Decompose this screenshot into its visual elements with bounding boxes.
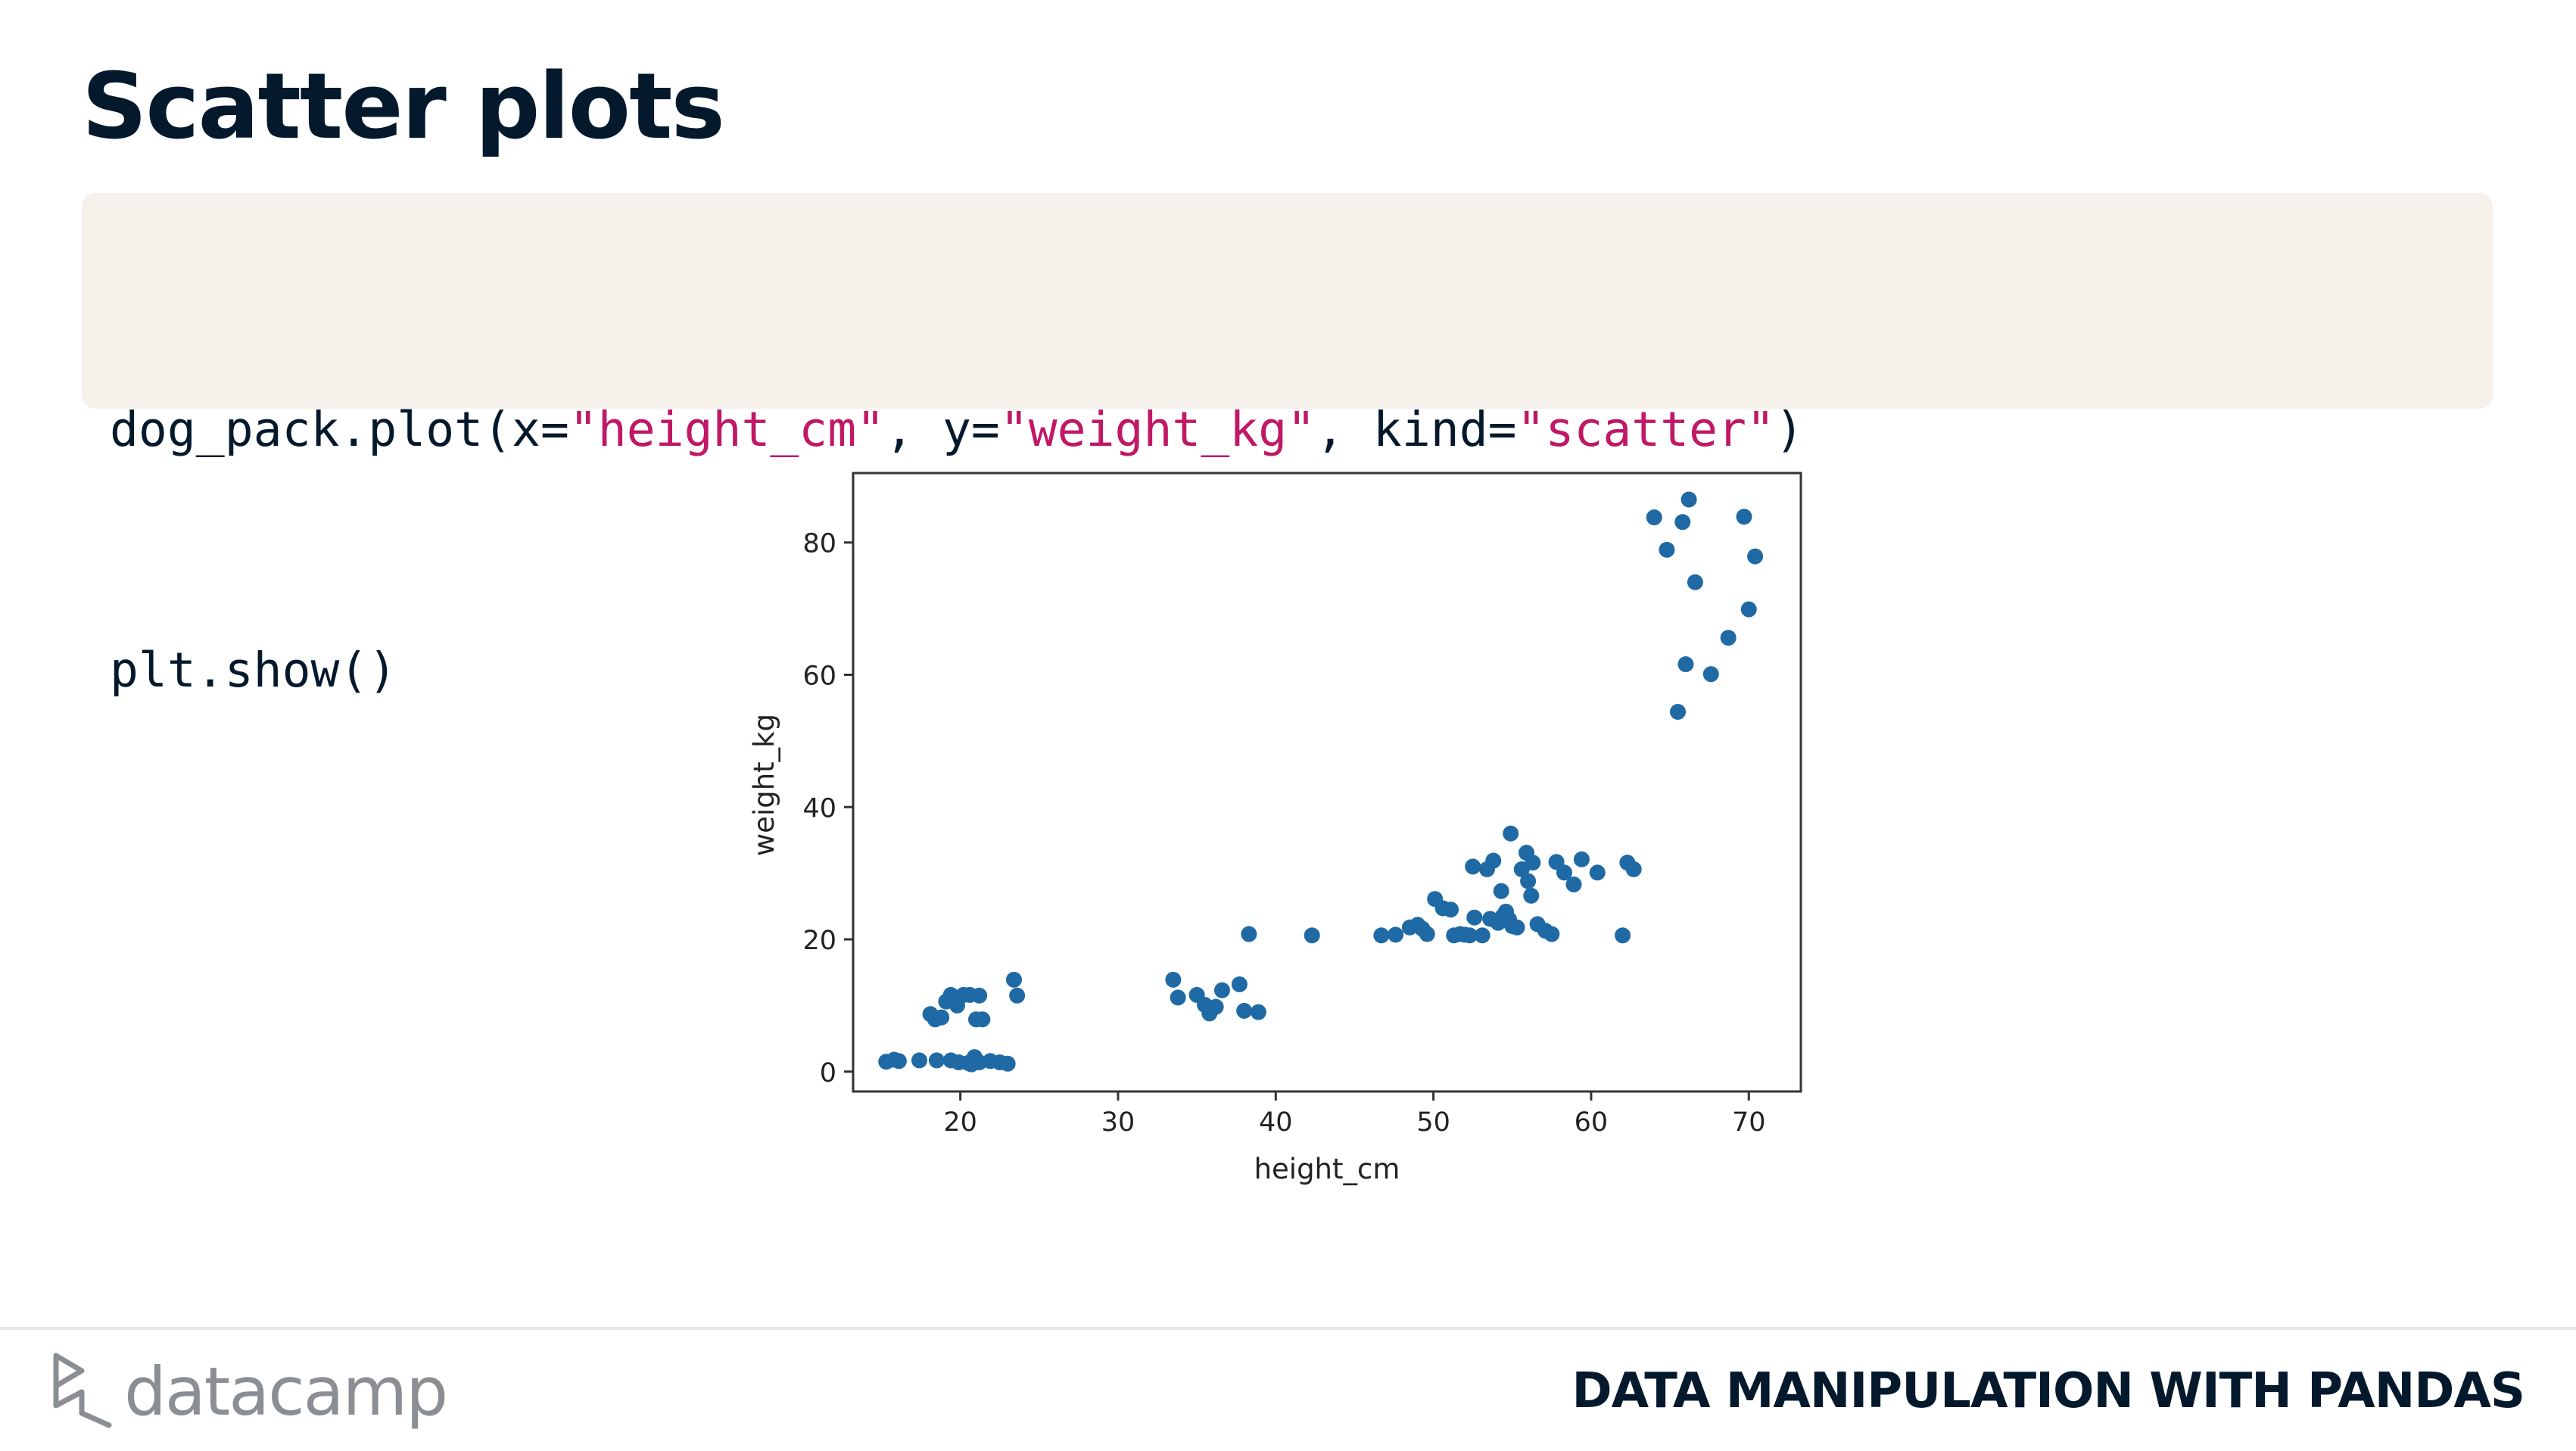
scatter-point — [1659, 541, 1675, 558]
scatter-point — [1373, 927, 1390, 944]
scatter-point — [1465, 858, 1481, 875]
x-tick-label: 60 — [1575, 1107, 1609, 1138]
footer-divider — [0, 1327, 2576, 1330]
scatter-point — [963, 1056, 980, 1073]
scatter-point — [1687, 574, 1703, 590]
y-tick-label: 20 — [802, 926, 836, 956]
scatter-point — [1615, 927, 1631, 944]
scatter-point — [1170, 989, 1186, 1006]
scatter-point — [1485, 852, 1502, 869]
x-tick-label: 20 — [943, 1107, 977, 1138]
scatter-point — [1419, 926, 1435, 942]
scatter-point — [1236, 1002, 1253, 1019]
scatter-point — [1005, 971, 1022, 988]
scatter-point — [1646, 509, 1662, 526]
x-axis-label: height_cm — [1254, 1153, 1400, 1185]
scatter-point — [1556, 864, 1573, 881]
scatter-point — [1680, 491, 1697, 508]
scatter-point — [1165, 971, 1182, 988]
code-line-1: dog_pack.plot(x="height_cm", y="weight_k… — [110, 390, 2465, 470]
code-string-token: "scatter" — [1516, 402, 1775, 457]
y-axis-label-group: weight_kg — [748, 714, 780, 856]
scatter-point — [1009, 987, 1026, 1004]
scatter-point — [890, 1053, 907, 1070]
scatter-point — [1625, 861, 1642, 877]
code-string-token: "weight_kg" — [999, 402, 1316, 457]
scatter-point — [1747, 548, 1764, 565]
scatter-point — [1573, 851, 1590, 867]
scatter-point — [1503, 825, 1519, 842]
x-tick-label: 30 — [1101, 1107, 1135, 1138]
code-block: dog_pack.plot(x="height_cm", y="weight_k… — [82, 193, 2493, 698]
scatter-point — [1589, 864, 1606, 881]
scatter-point — [1466, 909, 1483, 926]
y-ticks: 0 20 40 60 80 — [802, 529, 853, 1088]
scatter-point — [1474, 927, 1490, 944]
x-tick-label: 50 — [1416, 1107, 1450, 1138]
scatter-point — [1677, 656, 1694, 673]
datacamp-logo-icon — [53, 1353, 112, 1428]
scatter-point — [1543, 926, 1560, 942]
scatter-point — [1304, 927, 1320, 944]
x-ticks: 20 30 40 50 60 70 — [943, 1091, 1766, 1138]
scatter-point — [1525, 855, 1541, 871]
y-axis-label: weight_kg — [748, 714, 780, 856]
scatter-point — [1231, 976, 1248, 992]
y-tick-label: 0 — [820, 1058, 836, 1088]
code-line-2: plt.show() — [110, 631, 2465, 711]
scatter-chart: weight_kg height_cm 0 20 40 60 80 20 30 40 50 60… — [748, 472, 1802, 1185]
x-tick-label: 70 — [1732, 1107, 1766, 1138]
scatter-point — [1207, 998, 1224, 1015]
scatter-point — [971, 987, 988, 1004]
scatter-point — [928, 1052, 945, 1069]
code-token: , kind= — [1316, 402, 1517, 457]
scatter-point — [974, 1011, 991, 1028]
x-tick-label: 40 — [1259, 1107, 1293, 1138]
y-tick-label: 80 — [802, 529, 836, 559]
code-token: , y= — [885, 402, 1000, 457]
code-string-token: "height_cm" — [568, 402, 886, 457]
scatter-point — [1509, 919, 1525, 936]
scatter-point — [1388, 926, 1404, 943]
scatter-point — [1520, 873, 1537, 889]
slide-title: Scatter plots — [82, 54, 725, 160]
scatter-point — [1250, 1004, 1266, 1020]
scatter-point — [1670, 703, 1687, 720]
plot-frame — [852, 472, 1802, 1093]
scatter-point — [1523, 887, 1540, 904]
datacamp-logo-text: datacamp — [124, 1353, 448, 1431]
scatter-point — [933, 1009, 950, 1026]
code-token: plt.show() — [110, 643, 397, 698]
scatter-point — [1565, 877, 1582, 893]
scatter-point — [911, 1052, 927, 1069]
y-tick-label: 40 — [802, 793, 836, 824]
scatter-point — [1443, 901, 1459, 918]
scatter-point — [1736, 509, 1752, 525]
scatter-point — [1241, 926, 1257, 942]
y-tick-label: 60 — [802, 662, 836, 692]
scatter-point — [999, 1055, 1016, 1072]
course-title: DATA MANIPULATION WITH PANDAS — [1571, 1363, 2525, 1419]
scatter-point — [1462, 927, 1478, 944]
scatter-point — [1702, 666, 1719, 683]
scatter-point — [1674, 514, 1691, 531]
scatter-points — [878, 491, 1764, 1073]
scatter-point — [1740, 601, 1757, 618]
scatter-point — [1720, 630, 1737, 646]
scatter-point — [1213, 982, 1230, 998]
datacamp-logo[interactable]: datacamp — [51, 1350, 448, 1433]
code-token: ) — [1774, 402, 1804, 457]
code-token: dog_pack.plot(x= — [110, 402, 569, 457]
scatter-point — [1493, 883, 1509, 899]
